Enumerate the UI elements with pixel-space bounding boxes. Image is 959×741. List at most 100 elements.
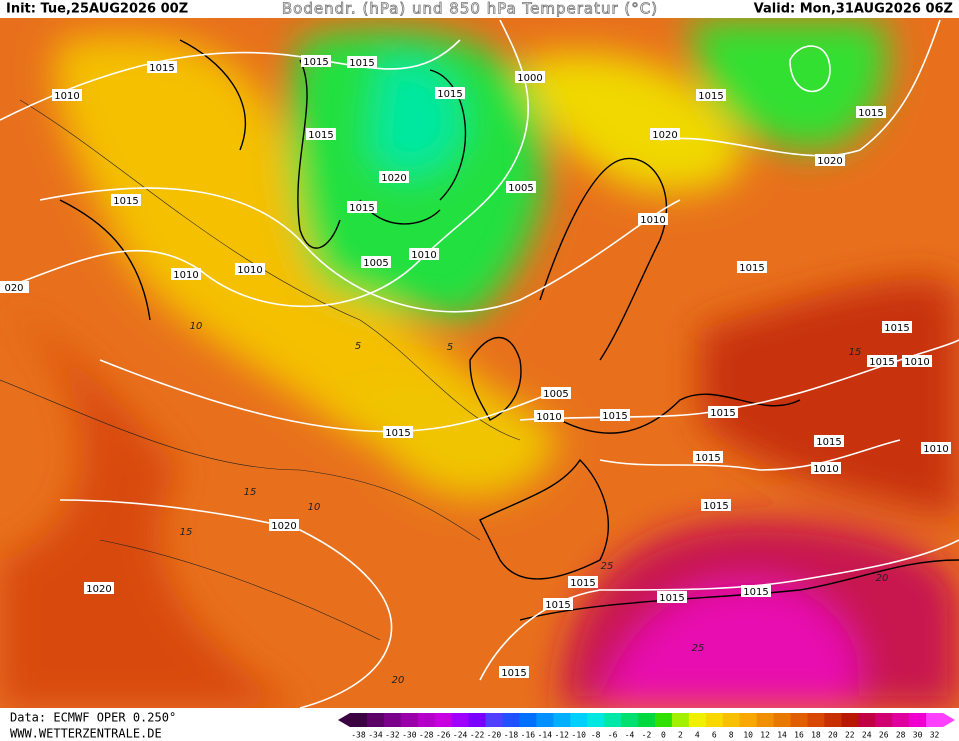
colorbar-label: -14: [538, 731, 553, 740]
isobar-label-box: [499, 666, 529, 678]
data-source: Data: ECMWF OPER 0.250°: [10, 711, 176, 725]
isobar-label-box: [568, 576, 598, 588]
temperature-field: [0, 18, 959, 708]
isobar-label-box: [657, 591, 687, 603]
isobar-label-box: [301, 55, 331, 67]
isobar-label-box: [84, 582, 114, 594]
isobar-label: 1010: [640, 215, 665, 226]
isotherm-label: 25: [692, 643, 705, 654]
colorbar-swatch: [502, 713, 520, 727]
isobar-label: 1015: [698, 91, 723, 102]
isobar-label-box: [379, 171, 409, 183]
isobar-label: 1005: [543, 389, 568, 400]
colorbar-label: -6: [608, 731, 618, 740]
colorbar-swatch: [638, 713, 656, 727]
init-time: Init: Tue,25AUG2026 00Z: [6, 2, 188, 17]
colorbar-swatch: [790, 713, 808, 727]
colorbar-swatch: [485, 713, 503, 727]
isobar-label: 1015: [739, 263, 764, 274]
isobar-label-box: [708, 406, 738, 418]
isobar-label: 1015: [501, 668, 526, 679]
coastlines: [59, 39, 959, 621]
isobar-label: 1010: [904, 357, 929, 368]
isobar-label-box: [306, 128, 336, 140]
colorbar-swatch: [519, 713, 537, 727]
colorbar-label: -28: [419, 731, 434, 740]
colorbar-label: -22: [470, 731, 485, 740]
colorbar-swatch: [858, 713, 876, 727]
isobar-label: 1015: [884, 323, 909, 334]
colorbar-swatch: [739, 713, 758, 727]
colorbar-label: -20: [487, 731, 502, 740]
colorbar-swatch: [671, 713, 690, 727]
colorbar-swatch: [570, 713, 588, 727]
isotherm-label: 15: [244, 487, 257, 498]
colorbar-label: 0: [661, 731, 666, 740]
colorbar-label: 10: [743, 731, 753, 740]
isobar-label-box: [543, 598, 573, 610]
colorbar-label: -2: [642, 731, 652, 740]
isobar-label: 1010: [54, 91, 79, 102]
isobar-label-box: [541, 387, 571, 399]
colorbar: -38 -34 -32 -30 -28 -26 -24 -22 -20 -18 -16 -14 -12-…: [338, 713, 955, 740]
isotherms: [0, 99, 521, 641]
isobar-label-box: [867, 355, 897, 367]
colorbar-swatch: [756, 713, 775, 727]
isobar-label-box: [856, 106, 886, 118]
colorbar-swatch: [807, 713, 825, 727]
isobar-label: 020: [4, 283, 23, 294]
colorbar-label: -38: [351, 731, 366, 740]
colorbar-swatch: [587, 713, 605, 727]
isobar-label-box: [696, 89, 726, 101]
isobar-label: 1020: [652, 130, 677, 141]
isotherm-label: 20: [392, 675, 405, 686]
isobar-label-box: [693, 451, 723, 463]
colorbar-label: 22: [845, 731, 855, 740]
isobar-label: 1015: [869, 357, 894, 368]
colorbar-label: 24: [862, 731, 872, 740]
isotherm-label: 15: [849, 347, 862, 358]
isobar-label: 1015: [743, 587, 768, 598]
valid-time: Valid: Mon,31AUG2026 06Z: [754, 2, 953, 17]
colorbar-arrow: [338, 720, 350, 727]
isobar-label-box: [600, 409, 630, 421]
isobar-label: 1015: [349, 203, 374, 214]
isobar-label-box: [147, 61, 177, 73]
colorbar-label: 32: [930, 731, 940, 740]
colorbar-swatch: [468, 713, 487, 727]
isotherm-label: 15: [180, 527, 193, 538]
isobar-label: 1015: [545, 600, 570, 611]
isobar-label-box: [515, 71, 545, 83]
isobar-label: 1010: [173, 270, 198, 281]
colorbar-label: 6: [712, 731, 717, 740]
isobar-label-box: [534, 410, 564, 422]
colorbar-swatch: [366, 713, 385, 727]
isobar-label: 1015: [858, 108, 883, 119]
colorbar-swatch: [621, 713, 639, 727]
colorbar-swatch: [892, 713, 910, 727]
colorbar-swatch: [722, 713, 741, 727]
isobar-label: 1005: [508, 183, 533, 194]
isobar-label-box: [811, 462, 841, 474]
colorbar-label: -10: [572, 731, 587, 740]
colorbar-label: -26: [436, 731, 451, 740]
colorbar-label: -4: [625, 731, 635, 740]
isobar-label-box: [737, 261, 767, 273]
isobar-label-box: [347, 201, 377, 213]
colorbar-swatch: [773, 713, 792, 727]
colorbar-label: 14: [777, 731, 787, 740]
isobar-label: 1020: [381, 173, 406, 184]
isobar-label-box: [361, 256, 391, 268]
colorbar-arrow: [943, 713, 955, 727]
isobar-label-box: [111, 194, 141, 206]
colorbar-swatch: [383, 713, 402, 727]
colorbar-label: 26: [879, 731, 889, 740]
colorbar-swatch: [654, 713, 673, 727]
isobar-label: 1015: [308, 130, 333, 141]
colorbar-swatch: [604, 713, 622, 727]
colorbar-label: -24: [453, 731, 468, 740]
isobar-label: 1015: [113, 196, 138, 207]
isobar-label: 1015: [816, 437, 841, 448]
isobar-label: 1020: [86, 584, 111, 595]
